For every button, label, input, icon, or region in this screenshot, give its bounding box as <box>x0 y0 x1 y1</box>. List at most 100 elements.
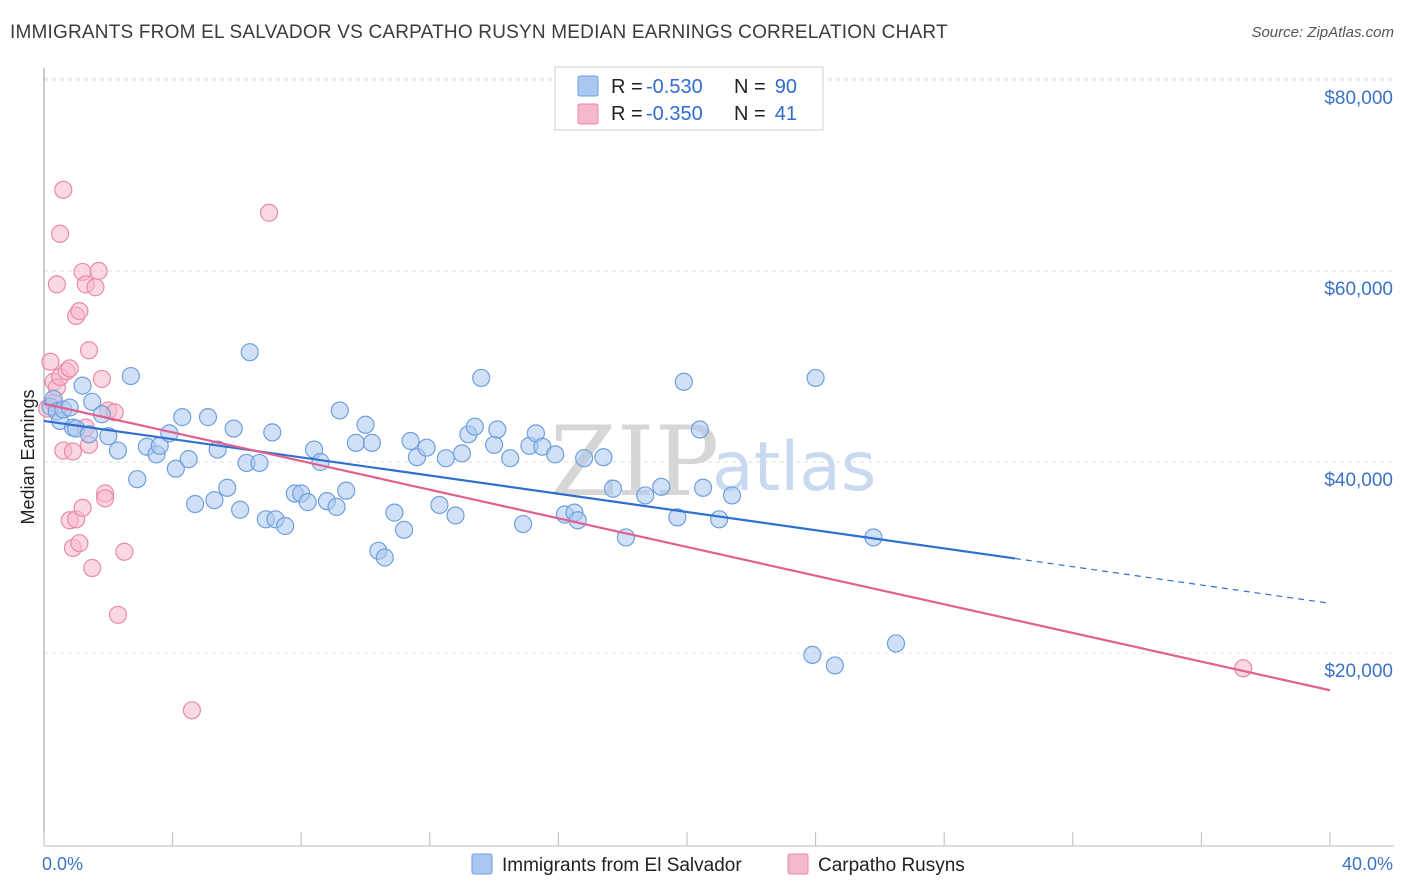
data-point-carpatho-rusyns <box>108 605 128 624</box>
data-point-el-salvador <box>356 415 375 434</box>
bottom-legend-swatch-pink <box>787 853 809 875</box>
data-point-carpatho-rusyns <box>95 489 115 508</box>
trend-line-el-salvador-extension <box>1014 557 1331 604</box>
data-point-el-salvador <box>83 392 102 411</box>
x-tick-label-max: 40.0% <box>1342 854 1393 874</box>
y-tick-label: $20,000 <box>1324 661 1393 682</box>
data-point-carpatho-rusyns <box>73 498 92 517</box>
data-point-el-salvador <box>99 427 118 446</box>
data-point-el-salvador <box>263 423 282 442</box>
data-point-carpatho-rusyns <box>60 359 79 378</box>
y-tick-label: $60,000 <box>1324 279 1393 300</box>
legend-r-label-2: R = <box>611 103 643 125</box>
data-point-carpatho-rusyns <box>1234 659 1253 678</box>
data-point-carpatho-rusyns <box>89 261 108 281</box>
y-tick-label: $80,000 <box>1324 88 1393 109</box>
y-tick-labels: $20,000 $40,000 $60,000 $80,000 <box>1324 88 1393 682</box>
legend-swatch-blue <box>577 75 599 97</box>
data-point-el-salvador <box>394 520 414 539</box>
data-point-el-salvador <box>485 435 504 454</box>
data-point-el-salvador <box>128 470 147 489</box>
data-point-el-salvador <box>652 477 671 496</box>
data-point-el-salvador <box>472 368 491 388</box>
data-point-el-salvador <box>668 508 687 527</box>
legend-r-label-1: R = <box>611 76 643 98</box>
data-point-el-salvador <box>240 343 259 362</box>
data-point-el-salvador <box>276 516 295 536</box>
data-point-el-salvador <box>446 506 465 525</box>
data-point-el-salvador <box>337 481 356 500</box>
data-point-el-salvador <box>173 408 192 427</box>
data-point-carpatho-rusyns <box>115 542 134 561</box>
bottom-legend-swatch-blue <box>471 853 493 875</box>
legend-swatch-pink <box>577 103 599 125</box>
trend-line-el-salvador <box>43 419 1016 560</box>
data-point-carpatho-rusyns <box>54 180 73 199</box>
data-point-el-salvador <box>79 425 99 444</box>
data-point-el-salvador <box>346 433 365 452</box>
data-point-el-salvador <box>488 420 507 439</box>
data-point-el-salvador <box>166 459 185 478</box>
data-point-el-salvador <box>108 441 128 460</box>
data-point-el-salvador <box>501 449 520 468</box>
data-point-el-salvador <box>198 408 218 427</box>
data-point-carpatho-rusyns <box>79 341 99 360</box>
data-point-el-salvador <box>224 419 243 438</box>
data-point-el-salvador <box>218 478 237 497</box>
data-point-carpatho-rusyns <box>41 352 60 371</box>
data-point-el-salvador <box>298 493 317 512</box>
data-point-carpatho-rusyns <box>92 369 111 389</box>
data-point-carpatho-rusyns <box>70 534 89 553</box>
data-point-el-salvador <box>73 376 92 395</box>
gridlines <box>44 77 1394 654</box>
data-point-carpatho-rusyns <box>63 442 83 461</box>
data-point-carpatho-rusyns <box>259 203 279 222</box>
legend-n-value-1: 90 <box>775 76 797 98</box>
data-point-el-salvador <box>327 497 346 516</box>
legend-r-value-2: -0.350 <box>646 103 703 125</box>
data-point-el-salvador <box>693 478 713 497</box>
data-point-el-salvador <box>513 514 533 534</box>
bottom-legend-label-pink: Carpatho Rusyns <box>818 855 965 876</box>
axes <box>43 68 1394 847</box>
trend-lines <box>43 402 1331 692</box>
data-point-el-salvador <box>886 634 906 653</box>
data-point-el-salvador <box>417 438 436 457</box>
data-point-el-salvador <box>362 433 382 452</box>
legend-box <box>554 66 824 131</box>
data-point-el-salvador <box>179 450 198 469</box>
data-point-el-salvador <box>121 366 140 386</box>
watermark: ZIP atlas <box>550 406 876 518</box>
bottom-legend: Immigrants from El Salvador Carpatho Rus… <box>471 853 965 876</box>
data-point-el-salvador <box>825 656 844 675</box>
data-point-el-salvador <box>452 444 472 463</box>
legend: R = -0.530 N = 90 R = -0.350 N = 41 <box>554 66 824 131</box>
data-point-carpatho-rusyns <box>86 278 105 297</box>
legend-r-value-1: -0.530 <box>646 76 703 98</box>
data-point-carpatho-rusyns <box>182 701 201 720</box>
series-el-salvador-points <box>41 343 906 675</box>
legend-n-value-2: 41 <box>775 103 797 125</box>
data-point-el-salvador <box>401 431 420 451</box>
data-point-el-salvador <box>603 479 623 498</box>
data-point-el-salvador <box>806 368 825 388</box>
data-point-el-salvador <box>575 449 594 468</box>
data-point-carpatho-rusyns <box>70 302 89 321</box>
data-point-el-salvador <box>636 486 655 505</box>
data-point-el-salvador <box>385 503 404 522</box>
data-point-el-salvador <box>205 491 224 510</box>
data-point-carpatho-rusyns <box>83 558 102 578</box>
trend-line-carpatho-rusyns <box>43 402 1331 692</box>
bottom-legend-label-blue: Immigrants from El Salvador <box>502 855 742 876</box>
data-point-el-salvador <box>430 495 449 515</box>
y-tick-label: $40,000 <box>1324 470 1393 491</box>
data-point-el-salvador <box>803 645 822 665</box>
x-ticks <box>43 832 1331 846</box>
data-point-carpatho-rusyns <box>47 275 66 294</box>
data-point-el-salvador <box>674 372 693 391</box>
data-point-el-salvador <box>250 453 269 473</box>
x-tick-label-min: 0.0% <box>42 854 83 874</box>
data-point-el-salvador <box>330 401 349 420</box>
data-point-el-salvador <box>710 510 729 529</box>
